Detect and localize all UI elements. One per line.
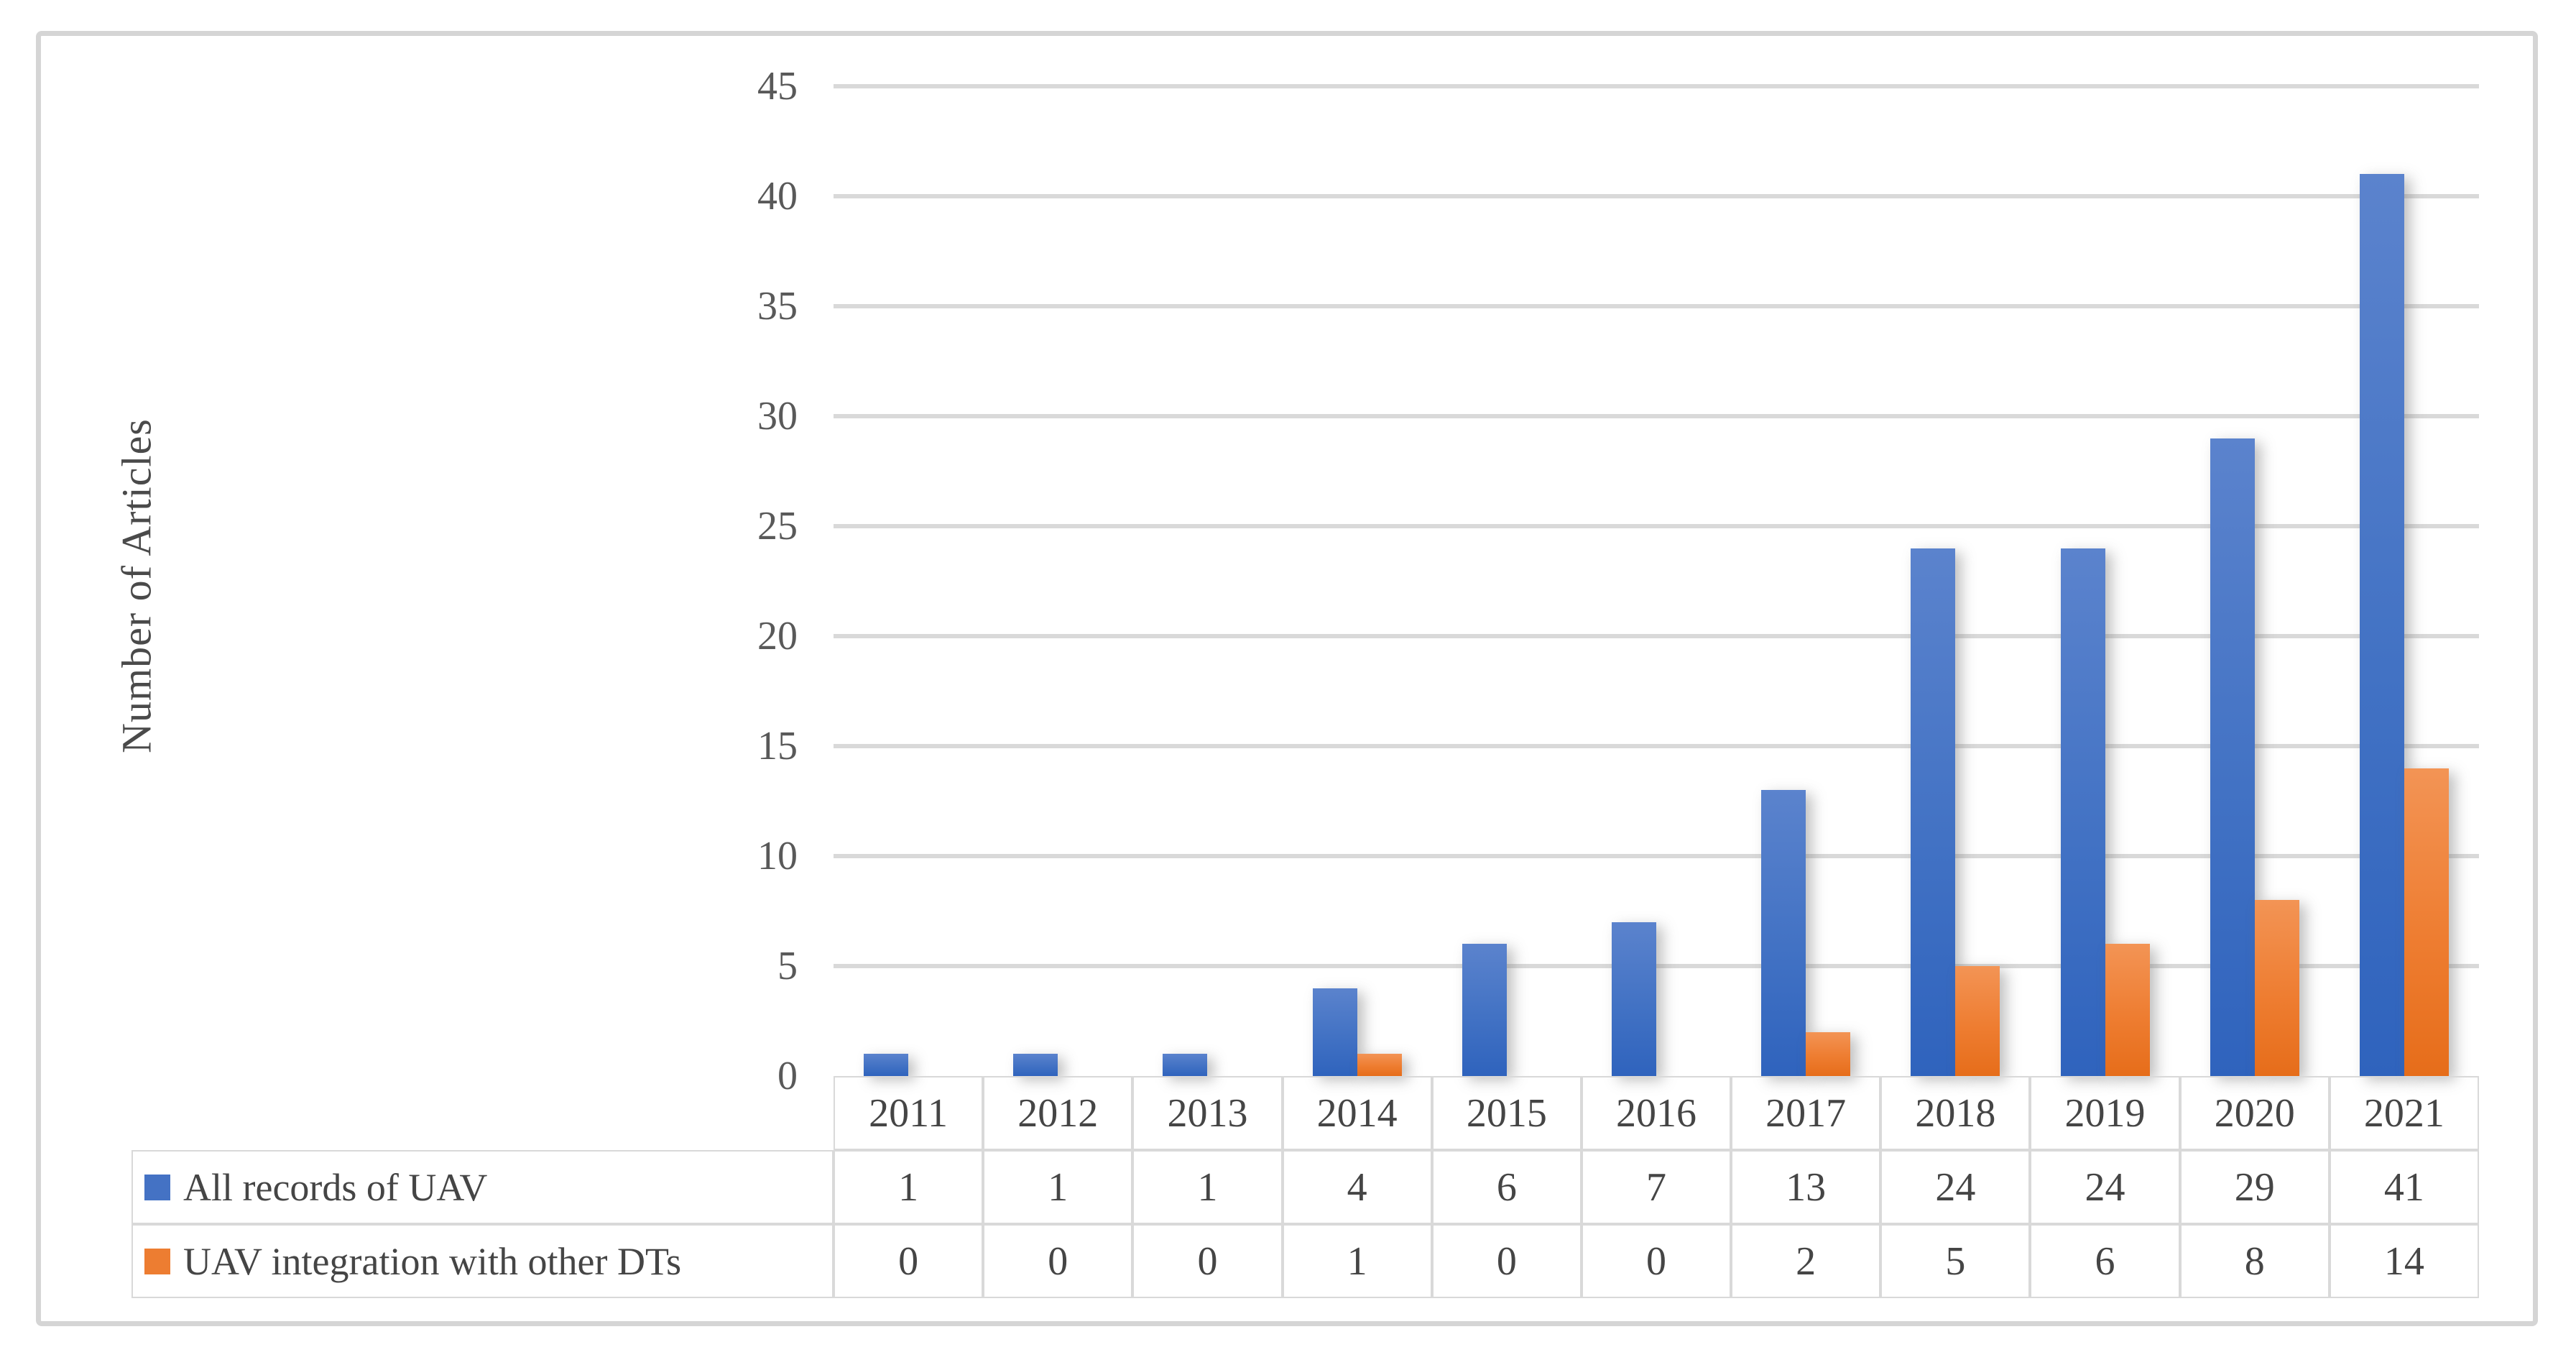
x-axis-label-2011: 2011 (834, 1076, 984, 1150)
y-tick-label-40: 40 (757, 174, 798, 219)
legend-cell-series1: All records of UAV (131, 1150, 834, 1224)
table-value-uav-integration-with-other-dts-2012: 0 (983, 1224, 1133, 1298)
legend-key-all-records-of-uav (144, 1174, 170, 1200)
gridline-15 (834, 744, 2479, 748)
x-axis-label-2020: 2020 (2179, 1076, 2330, 1150)
table-value-all-records-of-uav-2020: 29 (2179, 1150, 2330, 1224)
table-value-uav-integration-with-other-dts-2015: 0 (1431, 1224, 1582, 1298)
table-value-all-records-of-uav-2014: 4 (1282, 1150, 1432, 1224)
table-value-all-records-of-uav-2015: 6 (1431, 1150, 1582, 1224)
table-value-all-records-of-uav-2012: 1 (983, 1150, 1133, 1224)
table-value-uav-integration-with-other-dts-2014: 1 (1282, 1224, 1432, 1298)
y-tick-label-20: 20 (757, 614, 798, 658)
bar-uav-integration-with-other-dts-2021 (2404, 768, 2449, 1076)
legend-label-series1: All records of UAV (183, 1165, 488, 1209)
bar-uav-integration-with-other-dts-2019 (2105, 944, 2150, 1076)
table-value-uav-integration-with-other-dts-2016: 0 (1581, 1224, 1732, 1298)
y-tick-label-25: 25 (757, 504, 798, 548)
table-value-uav-integration-with-other-dts-2017: 2 (1731, 1224, 1881, 1298)
bar-all-records-of-uav-2018 (1911, 548, 1956, 1076)
bar-all-records-of-uav-2020 (2210, 438, 2255, 1076)
table-corner-blank (131, 1076, 834, 1150)
x-axis-label-2015: 2015 (1431, 1076, 1582, 1150)
table-value-all-records-of-uav-2017: 13 (1731, 1150, 1881, 1224)
bar-uav-integration-with-other-dts-2018 (1955, 966, 2000, 1076)
gridline-35 (834, 304, 2479, 308)
table-value-uav-integration-with-other-dts-2018: 5 (1880, 1224, 2031, 1298)
bar-all-records-of-uav-2012 (1013, 1054, 1058, 1076)
data-table: 2011 2012 2013 2014 2015 2016 2017 2018 2019 2020… (131, 1076, 2479, 1298)
x-axis-label-2016: 2016 (1581, 1076, 1732, 1150)
bar-all-records-of-uav-2021 (2359, 174, 2404, 1076)
table-value-uav-integration-with-other-dts-2021: 14 (2329, 1224, 2479, 1298)
table-value-all-records-of-uav-2016: 7 (1581, 1150, 1732, 1224)
bar-all-records-of-uav-2017 (1761, 790, 1806, 1076)
x-axis-label-2019: 2019 (2030, 1076, 2180, 1150)
y-tick-label-0: 0 (777, 1054, 798, 1098)
bar-uav-integration-with-other-dts-2014 (1357, 1054, 1402, 1076)
gridline-45 (834, 84, 2479, 88)
bar-uav-integration-with-other-dts-2020 (2254, 900, 2299, 1076)
gridline-5 (834, 964, 2479, 968)
y-tick-label-30: 30 (757, 394, 798, 438)
bar-all-records-of-uav-2019 (2060, 548, 2105, 1076)
bar-uav-integration-with-other-dts-2017 (1806, 1031, 1851, 1076)
y-tick-label-5: 5 (777, 944, 798, 988)
y-tick-label-35: 35 (757, 284, 798, 328)
x-axis-label-2014: 2014 (1282, 1076, 1432, 1150)
gridline-10 (834, 854, 2479, 858)
x-axis-label-2017: 2017 (1731, 1076, 1881, 1150)
x-axis-label-2018: 2018 (1880, 1076, 2031, 1150)
bar-all-records-of-uav-2014 (1312, 988, 1357, 1076)
y-tick-label-15: 15 (757, 724, 798, 768)
plot-area (834, 84, 2479, 1076)
bar-all-records-of-uav-2013 (1163, 1054, 1208, 1076)
legend-label-series2: UAV integration with other DTs (183, 1239, 682, 1283)
table-value-all-records-of-uav-2019: 24 (2030, 1150, 2180, 1224)
gridline-30 (834, 414, 2479, 418)
legend-cell-series2: UAV integration with other DTs (131, 1224, 834, 1298)
table-value-all-records-of-uav-2018: 24 (1880, 1150, 2031, 1224)
gridline-20 (834, 634, 2479, 638)
table-value-uav-integration-with-other-dts-2019: 6 (2030, 1224, 2180, 1298)
chart-border-frame (36, 31, 2538, 1326)
x-axis-label-2013: 2013 (1132, 1076, 1283, 1150)
table-value-all-records-of-uav-2011: 1 (834, 1150, 984, 1224)
table-value-all-records-of-uav-2021: 41 (2329, 1150, 2479, 1224)
table-value-uav-integration-with-other-dts-2020: 8 (2179, 1224, 2330, 1298)
x-axis-label-2012: 2012 (983, 1076, 1133, 1150)
gridline-25 (834, 524, 2479, 528)
x-axis-label-2021: 2021 (2329, 1076, 2479, 1150)
table-value-all-records-of-uav-2013: 1 (1132, 1150, 1283, 1224)
gridline-40 (834, 194, 2479, 198)
bar-all-records-of-uav-2015 (1462, 944, 1507, 1076)
y-axis-title: Number of Articles (113, 418, 160, 753)
y-tick-label-45: 45 (757, 64, 798, 109)
bar-all-records-of-uav-2011 (864, 1054, 909, 1076)
y-tick-label-10: 10 (757, 834, 798, 878)
legend-key-uav-integration-with-other-dts (144, 1248, 170, 1274)
table-value-uav-integration-with-other-dts-2013: 0 (1132, 1224, 1283, 1298)
table-value-uav-integration-with-other-dts-2011: 0 (834, 1224, 984, 1298)
bar-all-records-of-uav-2016 (1612, 922, 1656, 1076)
